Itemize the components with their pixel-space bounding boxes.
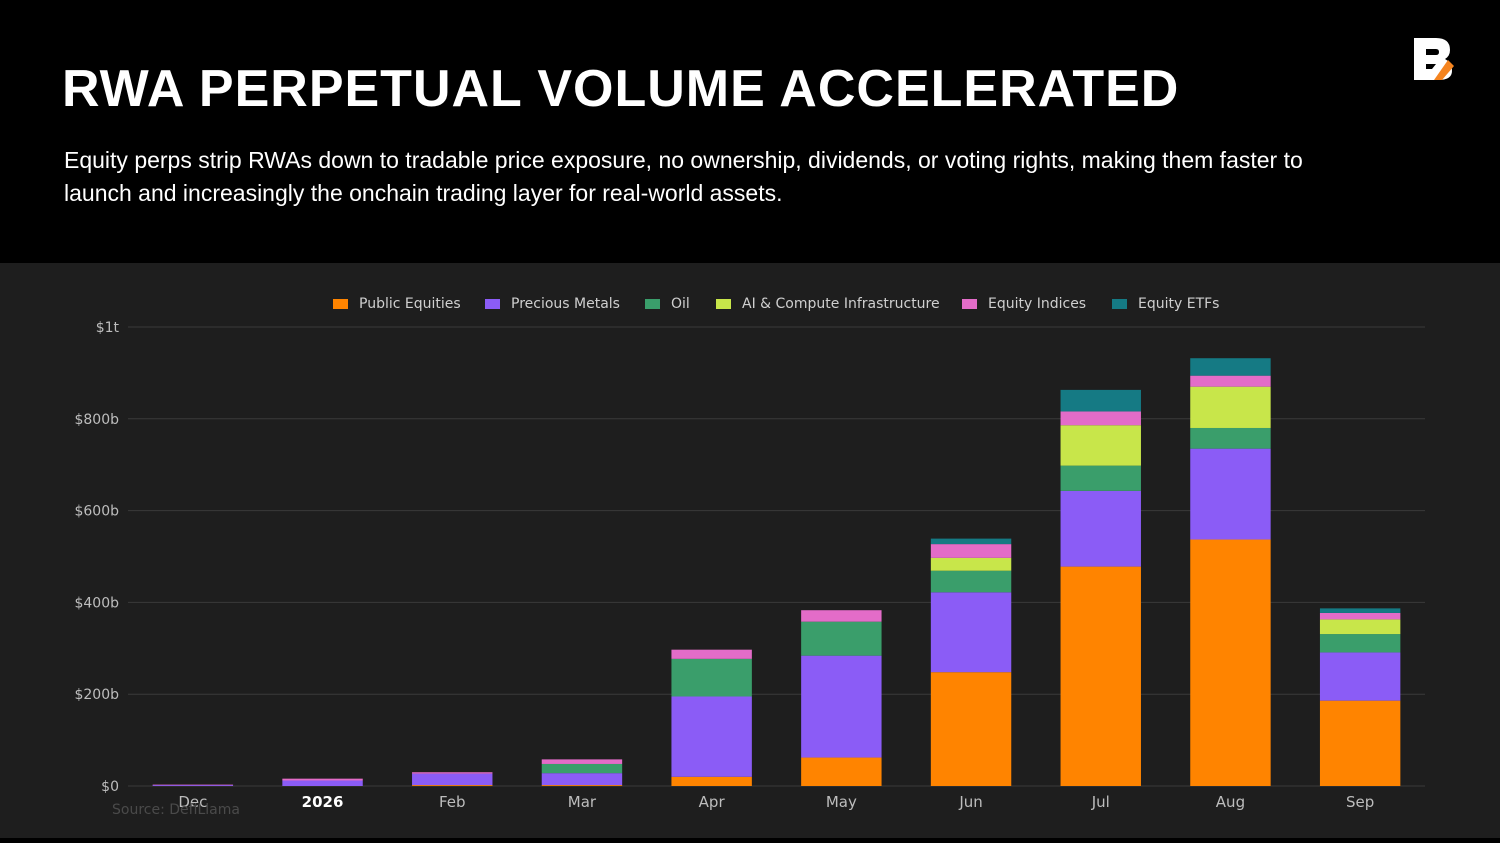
bar-segment-equity-indices-sep xyxy=(1319,612,1401,620)
bar-segment-precious-metals-jul xyxy=(1060,490,1141,567)
legend-item: Oil xyxy=(645,294,690,314)
bar-segment-oil-mar xyxy=(541,763,623,774)
bar-segment-public-equities-jun xyxy=(930,672,1012,786)
bar-segment-public-equities-mar xyxy=(541,785,623,786)
chart-legend: Public Equities Precious Metals Oil AI & Co… xyxy=(0,294,1500,314)
brand-logo-icon xyxy=(1414,38,1454,80)
legend-label: Equity ETFs xyxy=(1138,296,1220,312)
bar-segment-ai-compute-infrastructure-aug xyxy=(1190,386,1271,428)
y-tick-label: $0 xyxy=(101,779,119,795)
legend-label: Equity Indices xyxy=(988,296,1087,312)
bar-segment-ai-compute-infrastructure-jul xyxy=(1060,425,1141,466)
bar-segment-equity-indices-2026 xyxy=(282,778,363,781)
bar-segment-ai-compute-infrastructure-sep xyxy=(1319,619,1401,635)
bar-segment-equity-etfs-jul xyxy=(1060,389,1141,412)
bar-segment-oil-jun xyxy=(930,570,1012,593)
bar-segment-precious-metals-2026 xyxy=(282,780,363,786)
x-tick-label: Sep xyxy=(1346,793,1374,811)
bar-segment-public-equities-apr xyxy=(671,776,752,786)
legend-label: Oil xyxy=(671,296,690,312)
legend-label: Public Equities xyxy=(359,296,461,312)
bar-segment-equity-indices-may xyxy=(801,610,882,622)
y-tick-label: $800b xyxy=(74,412,119,428)
bar-segment-equity-etfs-sep xyxy=(1319,608,1401,613)
bar-segment-equity-etfs-jun xyxy=(930,538,1012,545)
bar-segment-public-equities-jul xyxy=(1060,566,1141,786)
page-subtitle: Equity perps strip RWAs down to tradable… xyxy=(64,147,1303,206)
bar-segment-oil-jul xyxy=(1060,465,1141,491)
legend-swatch xyxy=(333,299,348,309)
legend-swatch xyxy=(645,299,660,309)
bar-segment-precious-metals-dec xyxy=(152,785,234,786)
bar-segment-precious-metals-apr xyxy=(671,696,752,777)
source-note: Source: DefiLlama xyxy=(112,802,240,818)
y-tick-label: $400b xyxy=(74,595,119,611)
y-tick-label: $600b xyxy=(74,504,119,520)
bar-segment-precious-metals-feb xyxy=(412,773,493,786)
x-tick-label: Apr xyxy=(699,793,726,811)
y-tick-label: $200b xyxy=(74,687,119,703)
legend-swatch xyxy=(1112,299,1127,309)
bar-segment-public-equities-sep xyxy=(1319,700,1401,786)
legend-label: AI & Compute Infrastructure xyxy=(742,296,940,312)
bar-segment-equity-indices-mar xyxy=(541,759,623,764)
bar-segment-public-equities-feb xyxy=(412,785,493,786)
bar-segment-oil-aug xyxy=(1190,427,1271,449)
bar-segment-ai-compute-infrastructure-jun xyxy=(930,557,1012,571)
bar-segment-equity-indices-apr xyxy=(671,649,752,659)
page-title: RWA PERPETUAL VOLUME ACCELERATED xyxy=(62,60,1180,118)
bar-segment-equity-indices-feb xyxy=(412,772,493,774)
x-tick-label: Aug xyxy=(1216,793,1245,811)
bar-segment-public-equities-aug xyxy=(1190,539,1271,786)
legend-item: Public Equities xyxy=(333,294,461,314)
legend-item: AI & Compute Infrastructure xyxy=(716,294,940,314)
stacked-bar-chart: $0 $200b $400b $600b $800b $1t Dec 2026 Feb Mar Ap… xyxy=(74,320,1425,811)
x-tick-label: Jul xyxy=(1091,793,1110,811)
legend-swatch xyxy=(485,299,500,309)
bar-segment-precious-metals-mar xyxy=(541,773,623,786)
bar-segment-precious-metals-aug xyxy=(1190,448,1271,540)
bar-segment-precious-metals-jun xyxy=(930,592,1012,673)
bar-segment-equity-indices-jul xyxy=(1060,411,1141,426)
legend-item: Precious Metals xyxy=(485,294,620,314)
bar-segment-oil-sep xyxy=(1319,634,1401,653)
x-tick-label: 2026 xyxy=(302,793,344,811)
bar-segment-oil-may xyxy=(801,621,882,656)
legend-label: Precious Metals xyxy=(511,296,620,312)
legend-item: Equity Indices xyxy=(962,294,1086,314)
bar-segment-precious-metals-may xyxy=(801,655,882,758)
legend-swatch xyxy=(716,299,731,309)
bar-segment-equity-etfs-aug xyxy=(1190,358,1271,376)
legend-item: Equity ETFs xyxy=(1112,294,1219,314)
bar-segment-equity-indices-jun xyxy=(930,544,1012,558)
x-tick-label: May xyxy=(826,793,857,811)
bar-segment-equity-indices-aug xyxy=(1190,375,1271,387)
bar-segment-precious-metals-sep xyxy=(1319,652,1401,701)
x-tick-label: Dec xyxy=(178,793,207,811)
bar-segment-oil-apr xyxy=(671,658,752,697)
x-tick-label: Jun xyxy=(958,793,982,811)
x-tick-label: Feb xyxy=(439,793,466,811)
legend-swatch xyxy=(962,299,977,309)
bar-segment-public-equities-may xyxy=(801,757,882,786)
bar-segment-equity-indices-dec xyxy=(152,784,234,786)
x-tick-label: Mar xyxy=(568,793,597,811)
y-tick-label: $1t xyxy=(96,320,120,336)
